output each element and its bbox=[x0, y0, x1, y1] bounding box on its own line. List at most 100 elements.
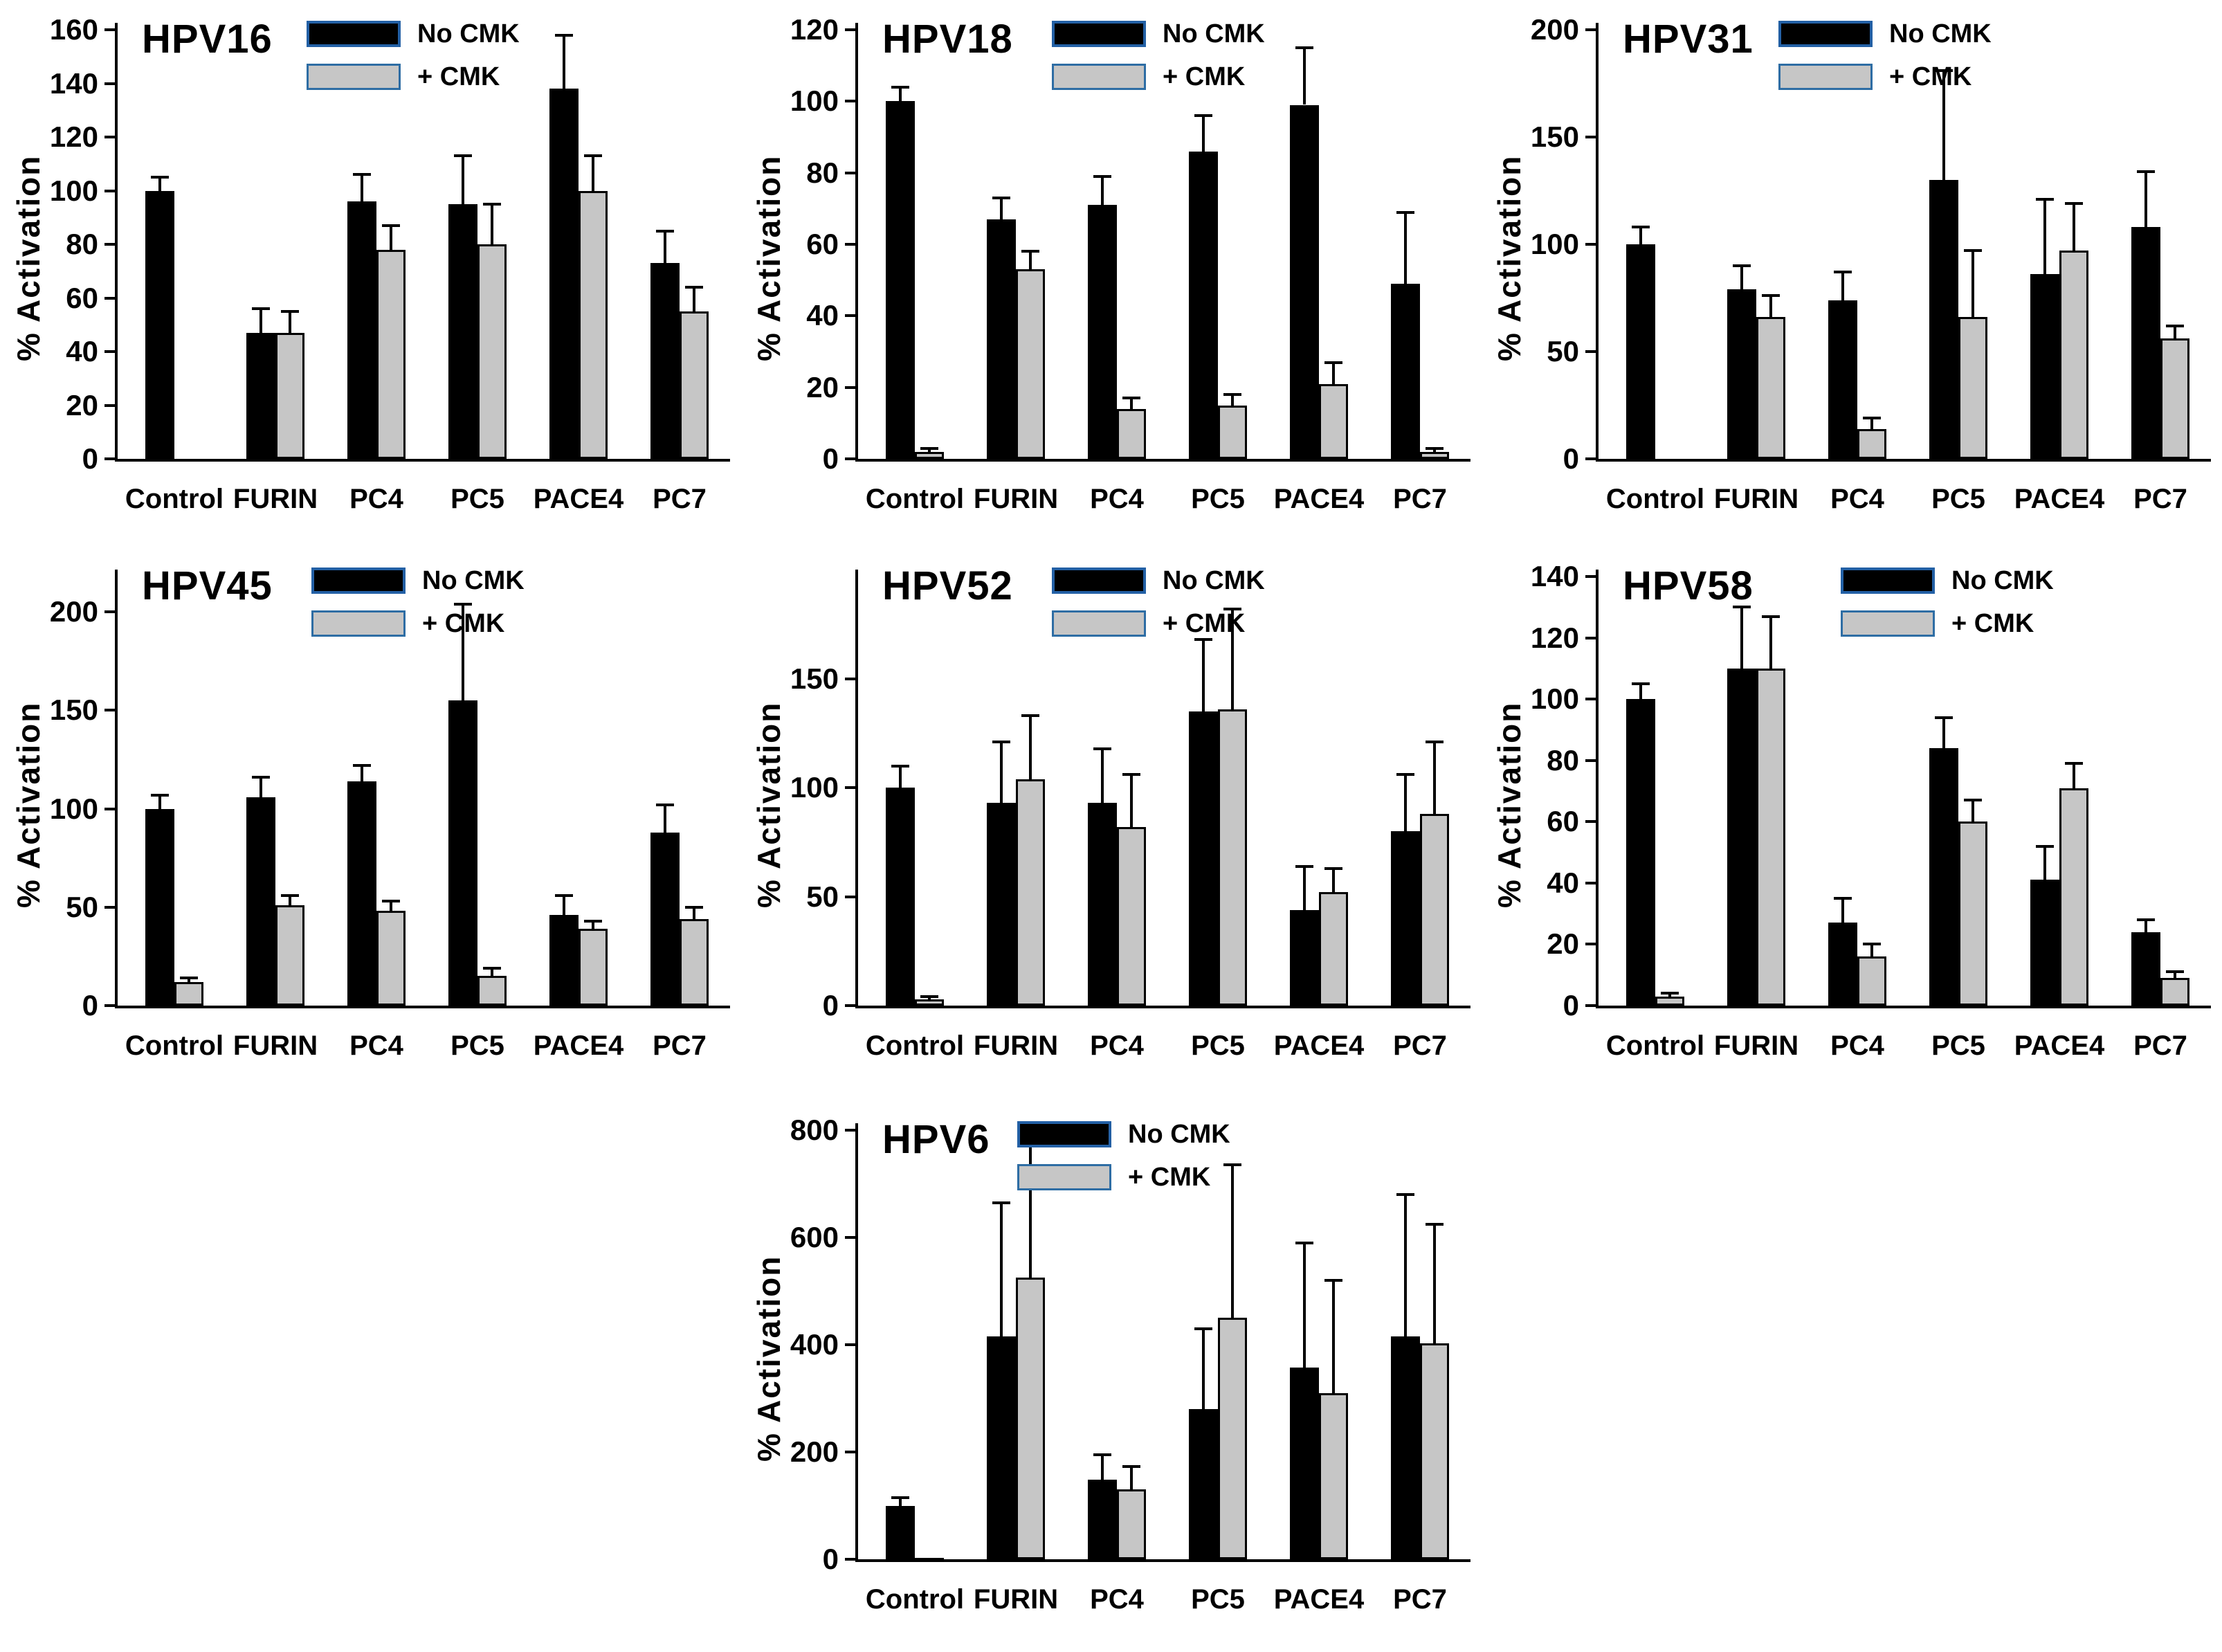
bar-cmk-pc7 bbox=[2160, 978, 2189, 1006]
legend-swatch-cmk bbox=[307, 64, 401, 90]
error-bar-cap bbox=[1021, 714, 1039, 718]
y-tick-mark bbox=[845, 28, 855, 31]
x-category-label-control: Control bbox=[125, 484, 224, 514]
error-bar-cap bbox=[353, 173, 371, 176]
bar-cmk-furin bbox=[275, 905, 304, 1006]
error-bar-cap bbox=[656, 229, 674, 233]
error-bar-cap bbox=[1964, 799, 1982, 802]
bar-no-cmk-pc4 bbox=[347, 201, 376, 459]
error-bar-line bbox=[491, 203, 493, 244]
bar-cmk-control bbox=[915, 999, 944, 1006]
bar-no-cmk-pace4 bbox=[1290, 909, 1319, 1006]
error-bar-line bbox=[1433, 742, 1436, 815]
y-tick-mark bbox=[1585, 943, 1596, 946]
legend-swatch-no-cmk bbox=[1052, 568, 1146, 594]
error-bar-line bbox=[899, 87, 902, 102]
error-bar-cap bbox=[1021, 250, 1039, 253]
y-axis-line bbox=[855, 23, 858, 462]
x-category-label-pc5: PC5 bbox=[450, 1031, 504, 1061]
x-category-label-furin: FURIN bbox=[973, 484, 1059, 514]
error-bar-cap bbox=[353, 764, 371, 768]
y-tick-label: 100 bbox=[1530, 228, 1579, 260]
y-tick-mark bbox=[845, 100, 855, 103]
y-axis-line bbox=[115, 570, 118, 1008]
error-bar-line bbox=[1202, 116, 1205, 152]
bar-cmk-control bbox=[915, 451, 944, 459]
y-tick-mark bbox=[845, 1236, 855, 1239]
error-bar-cap bbox=[1194, 114, 1212, 117]
x-category-label-pace4: PACE4 bbox=[1273, 1031, 1365, 1061]
error-bar-line bbox=[2174, 972, 2176, 979]
y-tick-label: 60 bbox=[66, 281, 98, 314]
error-bar-line bbox=[491, 968, 493, 977]
y-tick-mark bbox=[845, 457, 855, 460]
error-bar-line bbox=[361, 174, 363, 201]
error-bar-cap bbox=[454, 154, 472, 158]
error-bar-cap bbox=[656, 803, 674, 806]
error-bar-line bbox=[361, 765, 363, 781]
x-axis-line bbox=[115, 1006, 730, 1008]
x-category-label-pc5: PC5 bbox=[1191, 1584, 1245, 1615]
panel-title-hpv52: HPV52 bbox=[882, 563, 1013, 608]
y-tick-label: 150 bbox=[1530, 120, 1579, 153]
y-tick-mark bbox=[104, 189, 115, 192]
y-tick-mark bbox=[1585, 457, 1596, 460]
error-bar-line bbox=[1130, 398, 1133, 409]
bar-cmk-pc5 bbox=[1958, 317, 1987, 459]
x-category-label-furin: FURIN bbox=[1713, 1031, 1799, 1061]
error-bar-line bbox=[1740, 607, 1743, 669]
y-tick-mark bbox=[845, 1451, 855, 1453]
bar-cmk-pc5 bbox=[1218, 709, 1247, 1006]
error-bar-cap bbox=[382, 224, 400, 227]
legend-swatch-cmk bbox=[1778, 64, 1873, 90]
error-bar-line bbox=[2073, 763, 2075, 788]
error-bar-line bbox=[1101, 176, 1104, 206]
error-bar-line bbox=[2043, 846, 2046, 880]
x-category-label-pace4: PACE4 bbox=[2014, 1031, 2105, 1061]
bar-no-cmk-pc7 bbox=[650, 832, 680, 1006]
legend-swatch-no-cmk bbox=[311, 568, 406, 594]
y-tick-mark bbox=[1585, 1004, 1596, 1007]
error-bar-line bbox=[1769, 296, 1772, 318]
bar-no-cmk-pace4 bbox=[1290, 105, 1319, 459]
y-tick-mark bbox=[845, 1558, 855, 1561]
panel-hpv52: % Activation HPV52 0 50 100 150 Control FURIN PC… bbox=[740, 547, 1482, 1093]
error-bar-cap bbox=[483, 202, 501, 206]
error-bar-line bbox=[289, 311, 291, 333]
x-category-label-pace4: PACE4 bbox=[1273, 1584, 1365, 1615]
x-category-label-furin: FURIN bbox=[233, 1031, 318, 1061]
error-bar-cap bbox=[1426, 741, 1444, 744]
y-tick-mark bbox=[845, 895, 855, 898]
error-bar-line bbox=[1404, 774, 1407, 832]
error-bar-line bbox=[1841, 272, 1844, 300]
bar-cmk-pc4 bbox=[1117, 826, 1146, 1006]
error-bar-cap bbox=[1194, 638, 1212, 642]
error-bar-line bbox=[1870, 418, 1873, 429]
x-category-label-control: Control bbox=[865, 484, 965, 514]
y-tick-label: 80 bbox=[806, 156, 839, 189]
bar-cmk-pc7 bbox=[680, 311, 709, 459]
error-bar-line bbox=[1029, 251, 1032, 270]
error-bar-line bbox=[1101, 1454, 1104, 1480]
error-bar-cap bbox=[1194, 1327, 1212, 1330]
error-bar-cap bbox=[1396, 1193, 1414, 1196]
error-bar-line bbox=[462, 156, 464, 204]
error-bar-cap bbox=[1935, 716, 1953, 719]
error-bar-line bbox=[1000, 742, 1003, 804]
y-tick-label: 40 bbox=[806, 299, 839, 332]
legend-label-cmk: + CMK bbox=[1951, 609, 2034, 638]
error-bar-cap bbox=[1863, 943, 1881, 946]
error-bar-cap bbox=[2137, 918, 2155, 921]
error-bar-cap bbox=[1396, 210, 1414, 214]
x-category-label-furin: FURIN bbox=[1713, 484, 1799, 514]
error-bar-cap bbox=[584, 154, 602, 158]
error-bar-line bbox=[1130, 1466, 1133, 1490]
y-tick-mark bbox=[104, 1004, 115, 1007]
y-tick-label: 150 bbox=[790, 662, 839, 695]
bar-no-cmk-pc5 bbox=[1189, 711, 1218, 1006]
x-category-label-pc5: PC5 bbox=[1931, 484, 1985, 514]
error-bar-line bbox=[1332, 362, 1335, 384]
error-bar-line bbox=[1202, 639, 1205, 712]
error-bar-cap bbox=[1935, 69, 1953, 72]
error-bar-cap bbox=[1122, 1464, 1140, 1468]
